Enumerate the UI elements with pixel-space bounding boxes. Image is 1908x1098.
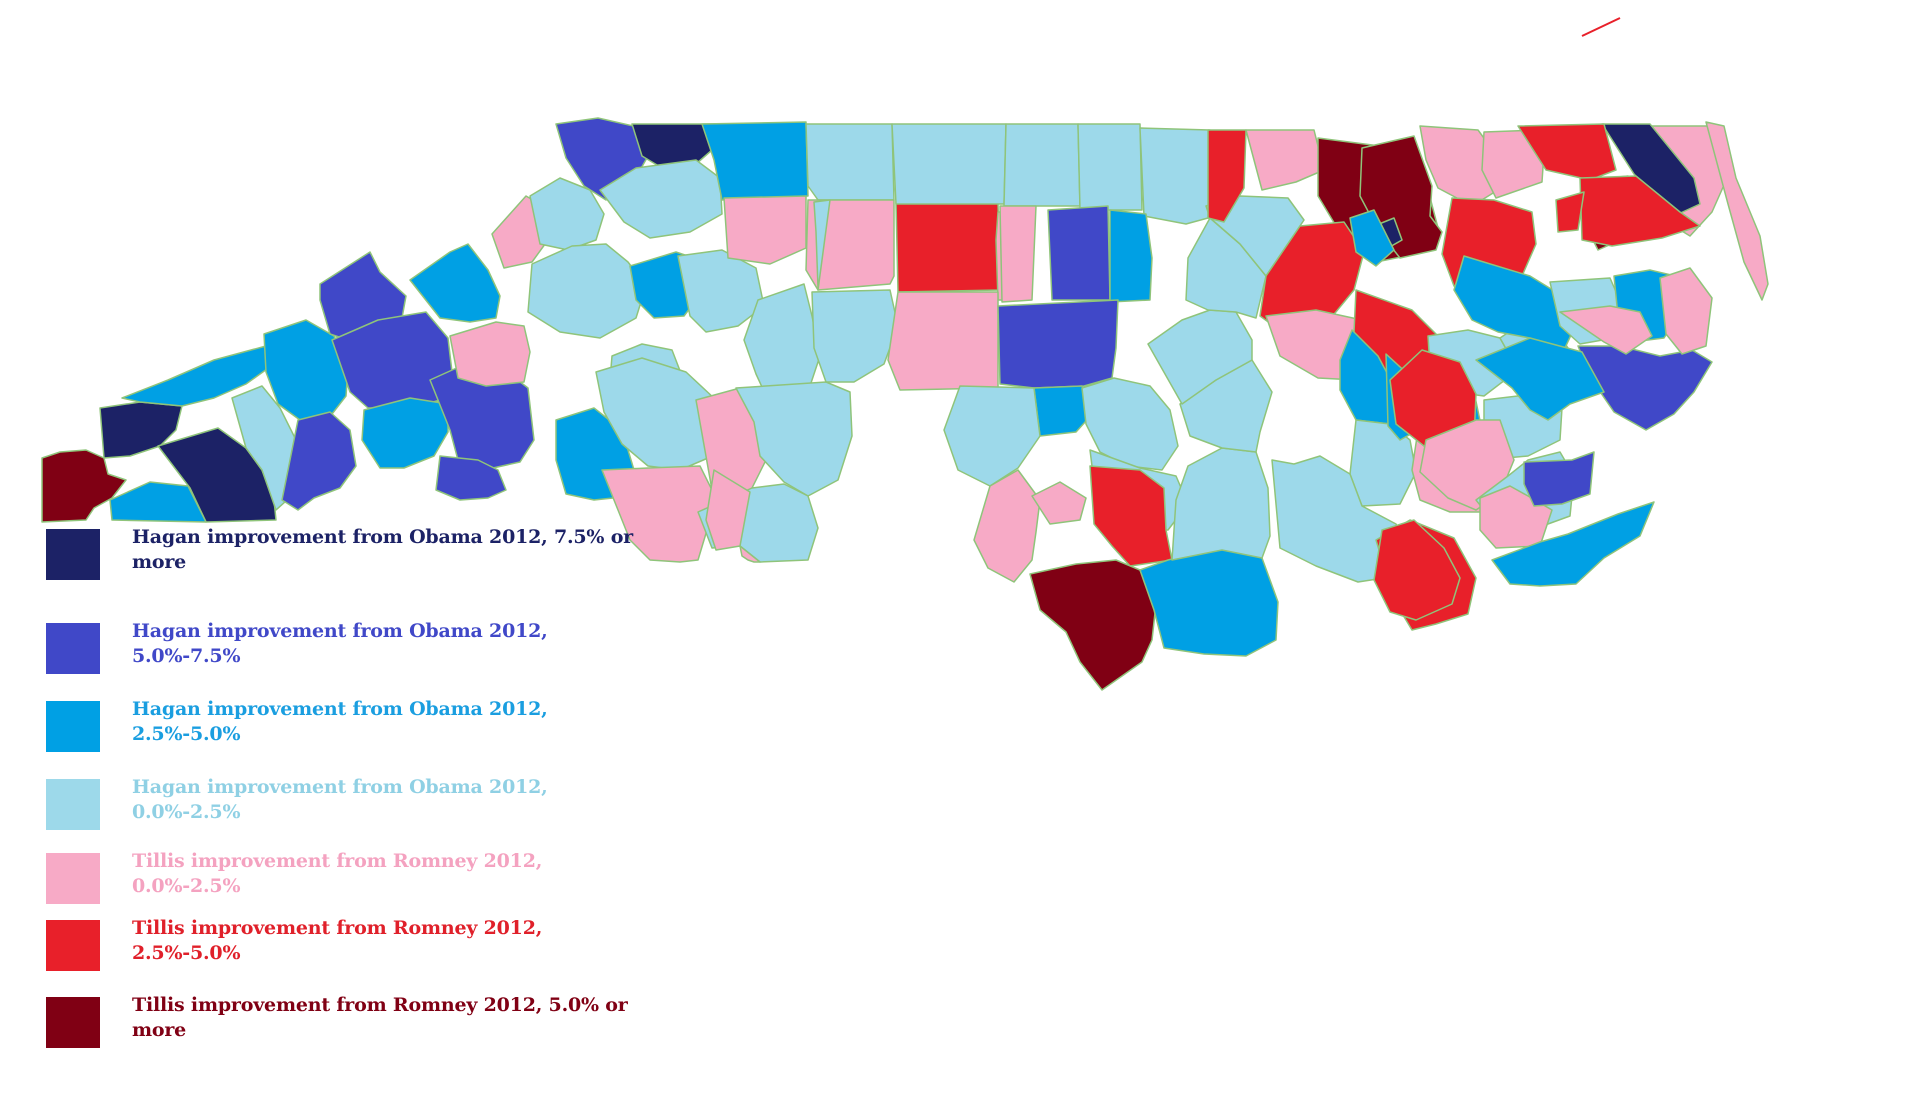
stray-mark [1581, 17, 1621, 37]
county-tillis-5-plus [41, 449, 127, 523]
legend-label: Tillis improvement from Romney 2012, 0.0… [132, 850, 543, 897]
legend-swatch [46, 779, 100, 830]
county-hagan-0-2-5 [1077, 123, 1143, 211]
legend-item-tillis-2-5-5: Tillis improvement from Romney 2012, 2.5… [46, 916, 646, 976]
county-hagan-0-2-5 [943, 385, 1041, 487]
legend-item-tillis-5-plus: Tillis improvement from Romney 2012, 5.0… [46, 993, 646, 1053]
county-tillis-0-2-5 [739, 545, 761, 563]
county-tillis-0-2-5 [1245, 129, 1325, 191]
county-hagan-0-2-5 [1171, 447, 1271, 561]
county-tillis-0-2-5 [1559, 305, 1653, 355]
county-tillis-0-2-5 [1031, 481, 1087, 525]
county-hagan-2-5-5 [1349, 209, 1395, 267]
county-tillis-2-5-5 [1579, 175, 1701, 247]
legend-swatch [46, 529, 100, 580]
legend-swatch [46, 920, 100, 971]
legend-label: Hagan improvement from Obama 2012, 2.5%-… [132, 698, 548, 745]
county-hagan-2-5-5 [1139, 545, 1279, 657]
county-hagan-5-7-5 [1047, 205, 1111, 301]
county-tillis-2-5-5 [1207, 129, 1247, 223]
legend-swatch [46, 623, 100, 674]
county-tillis-0-2-5 [1705, 121, 1769, 301]
county-hagan-2-5-5 [109, 481, 207, 523]
legend-label: Hagan improvement from Obama 2012, 7.5% … [132, 526, 633, 573]
county-hagan-0-2-5 [529, 177, 605, 251]
county-tillis-0-2-5 [449, 321, 531, 387]
county-hagan-5-7-5 [281, 411, 357, 511]
county-hagan-2-5-5 [1491, 501, 1655, 587]
legend-label: Hagan improvement from Obama 2012, 0.0%-… [132, 776, 548, 823]
county-hagan-0-2-5 [811, 289, 899, 383]
county-hagan-0-2-5 [813, 199, 831, 291]
county-hagan-2-5-5 [1475, 337, 1605, 421]
county-hagan-0-2-5 [599, 159, 723, 239]
legend-item-hagan-2-5-5: Hagan improvement from Obama 2012, 2.5%-… [46, 697, 646, 757]
county-hagan-2-5-5 [361, 397, 449, 469]
county-hagan-0-2-5 [1081, 377, 1179, 471]
legend-label: Tillis improvement from Romney 2012, 2.5… [132, 917, 543, 964]
county-hagan-2-5-5 [121, 345, 275, 407]
county-tillis-0-2-5 [723, 195, 807, 265]
legend-item-tillis-0-2-5: Tillis improvement from Romney 2012, 0.0… [46, 849, 646, 909]
county-hagan-2-5-5 [409, 243, 501, 323]
county-hagan-0-2-5 [805, 123, 895, 201]
county-tillis-0-2-5 [1659, 267, 1713, 355]
county-hagan-0-2-5 [1147, 309, 1253, 405]
county-tillis-0-2-5 [805, 199, 895, 291]
county-hagan-5-7-5 [435, 455, 507, 501]
county-hagan-5-7-5 [1523, 451, 1595, 507]
county-tillis-0-2-5 [887, 291, 999, 391]
county-hagan-5-7-5 [997, 299, 1119, 389]
legend-swatch [46, 701, 100, 752]
county-hagan-7-5-plus [1601, 123, 1701, 217]
county-hagan-0-2-5 [891, 123, 1007, 205]
county-tillis-0-2-5 [601, 465, 713, 563]
county-tillis-0-2-5 [973, 469, 1041, 583]
county-tillis-2-5-5 [1517, 123, 1617, 181]
legend-swatch [46, 853, 100, 904]
county-tillis-5-plus [1029, 559, 1157, 691]
county-tillis-0-2-5 [999, 205, 1037, 303]
county-tillis-2-5-5 [1555, 191, 1585, 233]
county-tillis-2-5-5 [1373, 519, 1461, 621]
legend-label: Hagan improvement from Obama 2012, 5.0%-… [132, 620, 548, 667]
county-hagan-0-2-5 [1139, 127, 1211, 225]
county-tillis-0-2-5 [1419, 125, 1501, 207]
legend-swatch [46, 997, 100, 1048]
county-hagan-2-5-5 [1109, 209, 1153, 303]
county-hagan-0-2-5 [527, 243, 647, 339]
legend-item-hagan-5-7-5: Hagan improvement from Obama 2012, 5.0%-… [46, 619, 646, 679]
legend-item-hagan-0-2-5: Hagan improvement from Obama 2012, 0.0%-… [46, 775, 646, 835]
county-hagan-0-2-5 [735, 381, 853, 497]
legend-item-hagan-7-5-plus: Hagan improvement from Obama 2012, 7.5% … [46, 525, 646, 585]
county-tillis-2-5-5 [895, 201, 1001, 293]
county-hagan-5-7-5 [1577, 345, 1713, 431]
county-hagan-0-2-5 [1003, 123, 1081, 207]
county-hagan-2-5-5 [263, 319, 349, 421]
county-tillis-0-2-5 [705, 469, 751, 551]
legend-label: Tillis improvement from Romney 2012, 5.0… [132, 994, 628, 1041]
